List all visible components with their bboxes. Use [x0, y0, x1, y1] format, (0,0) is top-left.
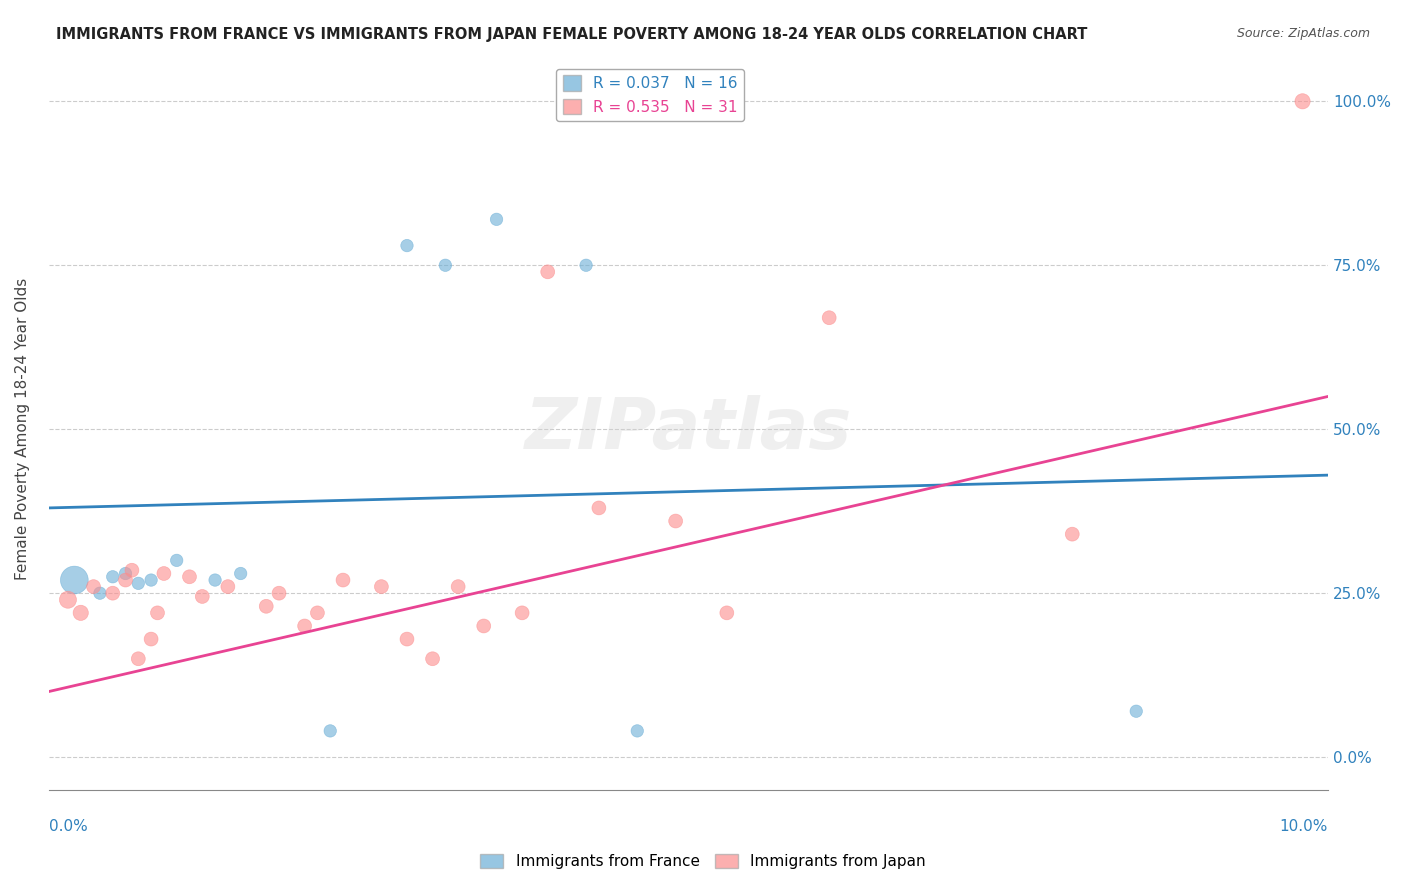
- Point: [332, 573, 354, 587]
- Point: [370, 580, 392, 594]
- Point: [229, 566, 252, 581]
- Legend: R = 0.037   N = 16, R = 0.535   N = 31: R = 0.037 N = 16, R = 0.535 N = 31: [557, 69, 744, 120]
- Point: [510, 606, 533, 620]
- Point: [56, 592, 79, 607]
- Point: [294, 619, 316, 633]
- Point: [422, 652, 444, 666]
- Point: [395, 238, 418, 252]
- Point: [69, 606, 91, 620]
- Point: [588, 500, 610, 515]
- Point: [434, 258, 457, 272]
- Point: [146, 606, 169, 620]
- Point: [716, 606, 738, 620]
- Point: [83, 580, 105, 594]
- Point: [267, 586, 290, 600]
- Point: [127, 652, 149, 666]
- Point: [204, 573, 226, 587]
- Text: IMMIGRANTS FROM FRANCE VS IMMIGRANTS FROM JAPAN FEMALE POVERTY AMONG 18-24 YEAR : IMMIGRANTS FROM FRANCE VS IMMIGRANTS FRO…: [56, 27, 1088, 42]
- Point: [665, 514, 688, 528]
- Point: [472, 619, 495, 633]
- Point: [575, 258, 598, 272]
- Point: [139, 573, 162, 587]
- Text: ZIPatlas: ZIPatlas: [524, 395, 852, 464]
- Point: [217, 580, 239, 594]
- Point: [447, 580, 470, 594]
- Point: [153, 566, 176, 581]
- Point: [101, 586, 124, 600]
- Text: 0.0%: 0.0%: [49, 819, 87, 834]
- Point: [179, 570, 201, 584]
- Point: [89, 586, 111, 600]
- Y-axis label: Female Poverty Among 18-24 Year Olds: Female Poverty Among 18-24 Year Olds: [15, 278, 30, 581]
- Point: [1062, 527, 1084, 541]
- Point: [114, 573, 136, 587]
- Point: [127, 576, 149, 591]
- Point: [114, 566, 136, 581]
- Point: [139, 632, 162, 646]
- Point: [319, 723, 342, 738]
- Point: [166, 553, 188, 567]
- Point: [63, 573, 86, 587]
- Point: [121, 563, 143, 577]
- Text: Source: ZipAtlas.com: Source: ZipAtlas.com: [1237, 27, 1371, 40]
- Point: [537, 265, 560, 279]
- Legend: Immigrants from France, Immigrants from Japan: Immigrants from France, Immigrants from …: [474, 848, 932, 875]
- Point: [1125, 704, 1147, 718]
- Point: [626, 723, 648, 738]
- Text: 10.0%: 10.0%: [1279, 819, 1329, 834]
- Point: [1291, 95, 1313, 109]
- Point: [395, 632, 418, 646]
- Point: [818, 310, 841, 325]
- Point: [254, 599, 277, 614]
- Point: [101, 570, 124, 584]
- Point: [191, 590, 214, 604]
- Point: [485, 212, 508, 227]
- Point: [307, 606, 329, 620]
